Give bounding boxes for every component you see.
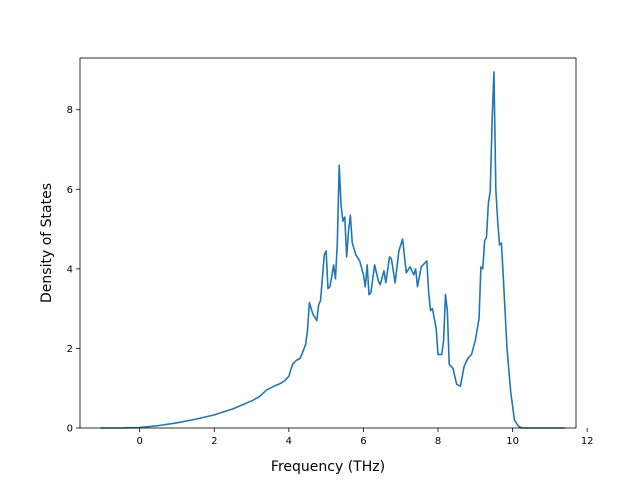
x-axis-label: Frequency (THz) — [271, 459, 385, 475]
x-tick-label: 6 — [360, 436, 366, 447]
dos-series-line — [100, 71, 565, 429]
x-tick-label: 8 — [435, 436, 441, 447]
ticks-group: 0 2 4 6 8 10 12 0 2 4 6 8 — [67, 105, 594, 447]
plot-frame — [79, 57, 577, 429]
x-tick-label: 0 — [136, 436, 142, 447]
y-tick-label: 4 — [67, 264, 73, 275]
plot-area — [80, 58, 576, 428]
x-tick-label: 2 — [211, 436, 217, 447]
y-tick-label: 0 — [67, 424, 73, 435]
y-tick-label: 6 — [67, 185, 73, 196]
x-tick-label: 10 — [506, 436, 519, 447]
x-tick-label: 4 — [286, 436, 292, 447]
y-axis-label: Density of States — [39, 183, 55, 303]
y-tick-label: 8 — [67, 105, 73, 116]
x-tick-label: 12 — [581, 436, 594, 447]
y-tick-label: 2 — [67, 344, 73, 355]
